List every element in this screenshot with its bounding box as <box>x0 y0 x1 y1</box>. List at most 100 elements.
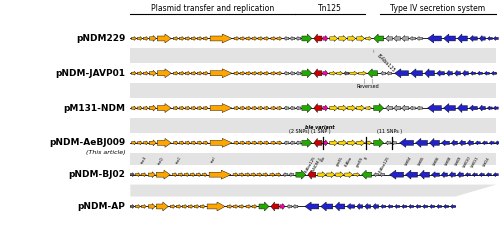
Text: VirB9: VirB9 <box>454 156 463 167</box>
Text: pM131-NDM: pM131-NDM <box>64 104 126 113</box>
Text: VirB11: VirB11 <box>470 156 480 169</box>
Polygon shape <box>148 204 156 209</box>
Polygon shape <box>410 69 422 78</box>
Polygon shape <box>394 204 400 208</box>
Polygon shape <box>210 138 232 147</box>
Polygon shape <box>185 71 190 75</box>
Text: pNDM-AP: pNDM-AP <box>78 202 126 211</box>
Polygon shape <box>156 202 168 211</box>
Polygon shape <box>185 36 190 40</box>
Polygon shape <box>436 204 442 208</box>
Polygon shape <box>150 70 156 76</box>
Polygon shape <box>239 173 244 177</box>
Polygon shape <box>132 71 136 75</box>
Polygon shape <box>436 70 444 76</box>
Polygon shape <box>466 173 470 177</box>
Polygon shape <box>452 140 458 146</box>
Polygon shape <box>346 204 354 209</box>
Polygon shape <box>200 204 205 208</box>
Polygon shape <box>356 105 364 111</box>
Polygon shape <box>335 202 344 211</box>
Polygon shape <box>416 106 422 110</box>
Polygon shape <box>284 141 289 145</box>
Polygon shape <box>422 204 428 208</box>
Polygon shape <box>252 36 257 40</box>
Polygon shape <box>158 69 171 78</box>
Polygon shape <box>179 71 184 75</box>
Text: ISAba125: ISAba125 <box>378 156 390 174</box>
Polygon shape <box>284 106 289 110</box>
Polygon shape <box>258 106 263 110</box>
Polygon shape <box>138 141 142 145</box>
Polygon shape <box>454 70 460 76</box>
Polygon shape <box>410 36 416 40</box>
Polygon shape <box>130 118 496 133</box>
Polygon shape <box>406 170 417 179</box>
Polygon shape <box>280 204 285 209</box>
Polygon shape <box>478 71 482 75</box>
Polygon shape <box>234 71 239 75</box>
Polygon shape <box>314 138 322 147</box>
Polygon shape <box>172 173 177 177</box>
Polygon shape <box>323 105 328 111</box>
Polygon shape <box>284 36 289 40</box>
Polygon shape <box>132 106 136 110</box>
Polygon shape <box>494 173 498 177</box>
Polygon shape <box>480 35 486 41</box>
Polygon shape <box>197 106 202 110</box>
Polygon shape <box>344 172 352 178</box>
Polygon shape <box>388 204 392 208</box>
Text: VirB6: VirB6 <box>432 156 441 167</box>
Polygon shape <box>488 36 492 40</box>
Polygon shape <box>364 204 370 209</box>
Polygon shape <box>246 71 251 75</box>
Polygon shape <box>252 71 257 75</box>
Polygon shape <box>314 69 322 78</box>
Polygon shape <box>356 140 364 146</box>
Polygon shape <box>366 106 372 110</box>
Polygon shape <box>203 141 208 145</box>
Polygon shape <box>258 36 263 40</box>
Polygon shape <box>207 202 225 211</box>
Polygon shape <box>271 36 276 40</box>
Polygon shape <box>233 204 238 208</box>
Polygon shape <box>305 202 319 211</box>
Polygon shape <box>264 106 269 110</box>
Polygon shape <box>176 204 181 208</box>
Polygon shape <box>366 36 372 40</box>
Polygon shape <box>490 141 494 145</box>
Polygon shape <box>289 173 294 177</box>
Polygon shape <box>203 71 208 75</box>
Polygon shape <box>130 153 496 165</box>
Polygon shape <box>339 140 346 146</box>
Polygon shape <box>428 34 442 43</box>
Polygon shape <box>252 106 257 110</box>
Polygon shape <box>240 106 245 110</box>
Text: Plasmid transfer and replication: Plasmid transfer and replication <box>151 4 274 13</box>
Polygon shape <box>258 141 263 145</box>
Polygon shape <box>450 172 456 178</box>
Polygon shape <box>470 105 478 111</box>
Polygon shape <box>318 172 326 178</box>
Polygon shape <box>287 204 292 208</box>
Polygon shape <box>330 105 338 111</box>
Polygon shape <box>246 141 251 145</box>
Polygon shape <box>358 71 366 75</box>
Polygon shape <box>196 173 201 177</box>
Polygon shape <box>356 204 362 209</box>
Polygon shape <box>394 105 400 111</box>
Text: ISAba125: ISAba125 <box>304 156 316 174</box>
Polygon shape <box>458 172 464 178</box>
Polygon shape <box>314 34 322 43</box>
Polygon shape <box>374 138 384 147</box>
Polygon shape <box>173 36 178 40</box>
Polygon shape <box>480 105 486 111</box>
Text: VirD4: VirD4 <box>482 156 491 167</box>
Polygon shape <box>416 204 420 208</box>
Polygon shape <box>191 141 196 145</box>
Polygon shape <box>290 141 295 145</box>
Polygon shape <box>296 141 301 145</box>
Polygon shape <box>323 70 328 76</box>
Polygon shape <box>476 141 480 145</box>
Polygon shape <box>203 36 208 40</box>
